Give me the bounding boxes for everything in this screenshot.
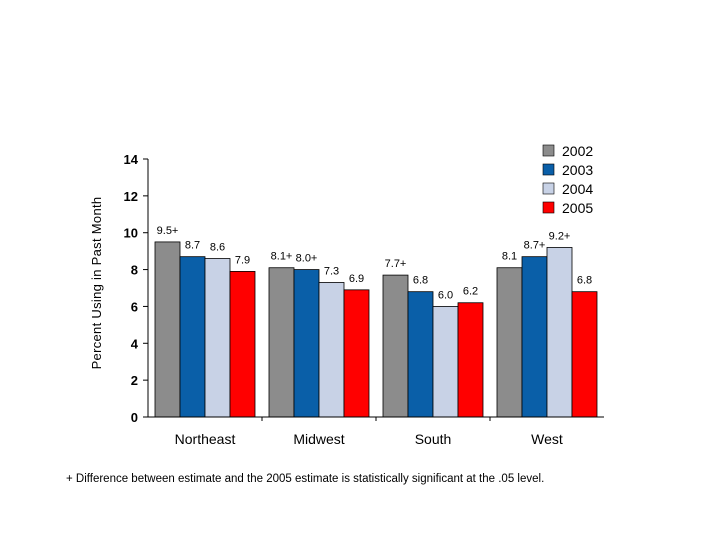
bar	[204, 258, 231, 418]
legend-swatch	[542, 163, 555, 176]
legend-label: 2002	[562, 143, 593, 159]
data-label: 7.7+	[385, 258, 407, 270]
bar	[571, 291, 598, 418]
x-tick-label: Midwest	[293, 431, 344, 447]
data-label: 6.2	[463, 286, 478, 298]
legend-swatch	[542, 144, 555, 157]
data-label: 8.1+	[271, 251, 293, 263]
data-label: 8.1	[502, 251, 517, 263]
data-label: 8.7	[185, 240, 200, 252]
data-label: 7.9	[235, 254, 250, 266]
legend: 2002 2003 2004 2005	[542, 143, 593, 216]
bar	[546, 247, 573, 418]
data-label: 9.2+	[549, 230, 571, 242]
legend-swatch	[542, 201, 555, 214]
legend-label: 2005	[562, 200, 593, 216]
bar	[382, 274, 409, 418]
bar	[457, 302, 484, 418]
bar	[179, 256, 206, 418]
y-axis: 0 2 4 6 8 10 12 14	[124, 152, 149, 425]
x-axis: Northeast Midwest South West	[148, 416, 604, 447]
bar	[432, 306, 459, 418]
x-tick-label: South	[415, 431, 452, 447]
legend-swatch	[542, 182, 555, 195]
bar	[268, 267, 295, 418]
bar	[154, 241, 181, 418]
bar	[407, 291, 434, 418]
data-label: 8.7+	[524, 240, 546, 252]
data-label: 6.9	[349, 273, 364, 285]
bar	[521, 256, 548, 418]
y-tick-label: 8	[131, 263, 138, 278]
y-tick-label: 14	[124, 152, 139, 167]
footnote: + Difference between estimate and the 20…	[66, 473, 545, 485]
data-label: 9.5+	[157, 225, 179, 237]
data-label: 6.8	[413, 275, 428, 287]
bar	[293, 269, 320, 418]
bar	[343, 289, 370, 418]
bar	[496, 267, 523, 418]
bar	[318, 282, 345, 418]
data-label: 6.0	[438, 289, 453, 301]
y-tick-label: 2	[131, 373, 138, 388]
y-axis-label: Percent Using in Past Month	[89, 197, 104, 370]
x-tick-label: West	[531, 431, 563, 447]
y-tick-label: 10	[124, 226, 138, 241]
y-tick-label: 6	[131, 299, 138, 314]
legend-label: 2003	[562, 162, 593, 178]
y-tick-label: 0	[131, 410, 138, 425]
y-tick-label: 12	[124, 189, 138, 204]
data-label: 8.0+	[296, 253, 318, 265]
data-label: 7.3	[324, 265, 339, 277]
bar	[229, 271, 256, 418]
data-label: 8.6	[210, 242, 225, 254]
plot-area: 9.5+ 8.7 8.6 7.9 8.1+ 8.0+ 7.3 6.9 7.7+ 6.8 6.0 6.2…	[154, 225, 598, 418]
legend-label: 2004	[562, 181, 593, 197]
y-tick-label: 4	[131, 336, 139, 351]
x-tick-label: Northeast	[175, 431, 236, 447]
data-label: 6.8	[577, 275, 592, 287]
